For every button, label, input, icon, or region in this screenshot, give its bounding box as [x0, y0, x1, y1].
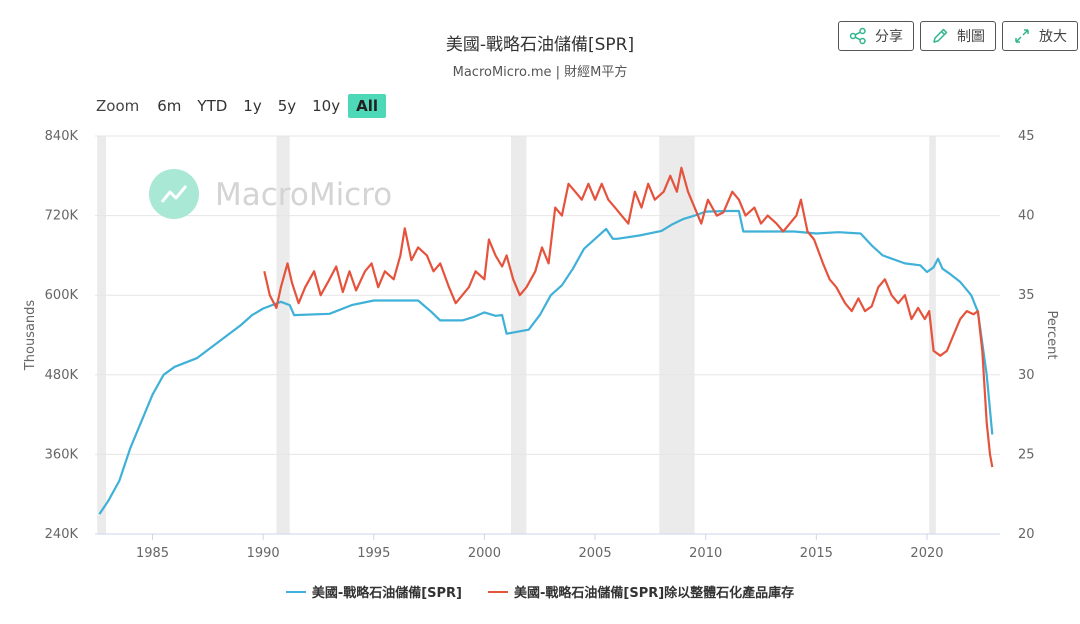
recession-band-1: [276, 136, 290, 534]
y-left-tick-4: 720K: [45, 209, 79, 224]
zoom-5y-button[interactable]: 5y: [277, 97, 297, 115]
share-icon: [849, 27, 866, 45]
watermark-text: MacroMicro: [215, 177, 392, 213]
legend-label-spr: 美國-戰略石油儲備[SPR]: [311, 586, 462, 601]
legend-item-ratio[interactable]: 美國-戰略石油儲備[SPR]除以整體石化產品庫存: [488, 582, 794, 601]
y-left-tick-1: 360K: [45, 447, 79, 462]
y-right-tick-5: 45: [1018, 129, 1035, 144]
legend-swatch-ratio: [488, 590, 508, 593]
x-tick-5: 2010: [689, 546, 722, 561]
y-left-tick-3: 600K: [45, 288, 79, 303]
zoom-ytd-button[interactable]: YTD: [197, 97, 228, 115]
zoom-6m-button[interactable]: 6m: [157, 97, 182, 115]
chart-title: 美國-戰略石油儲備[SPR]: [445, 35, 635, 55]
legend-label-ratio: 美國-戰略石油儲備[SPR]除以整體石化產品庫存: [514, 586, 795, 601]
chart-toolbar: 分享 制圖 放大: [838, 21, 1078, 51]
x-tick-6: 2015: [800, 546, 833, 561]
draw-button[interactable]: 制圖: [920, 21, 996, 51]
chart-area: 240K 360K 480K 600K 720K 840K 20 25 30 35 40 45 1985…: [23, 129, 1059, 561]
zoom-all-button[interactable]: All: [348, 94, 387, 118]
share-label: 分享: [875, 29, 903, 45]
chart-legend: 美國-戰略石油儲備[SPR] 美國-戰略石油儲備[SPR]除以整體石化產品庫存: [0, 582, 1080, 601]
x-tick-1: 1990: [247, 546, 280, 561]
chart-subtitle: MacroMicro.me | 財經M平方: [452, 65, 628, 80]
enlarge-button[interactable]: 放大: [1002, 21, 1078, 51]
y-left-axis-title: Thousands: [23, 300, 38, 372]
recession-band-3: [659, 136, 695, 534]
series-line-0[interactable]: [98, 209, 994, 515]
legend-item-spr[interactable]: 美國-戰略石油儲備[SPR]: [285, 582, 462, 601]
y-left-tick-5: 840K: [45, 129, 79, 144]
draw-label: 制圖: [957, 29, 985, 45]
y-right-axis-title: Percent: [1044, 311, 1059, 360]
y-right-tick-2: 30: [1018, 368, 1035, 383]
expand-icon: [1015, 29, 1029, 43]
zoom-1y-button[interactable]: 1y: [243, 97, 262, 115]
recession-band-0: [97, 136, 107, 534]
y-right-tick-3: 35: [1018, 288, 1035, 303]
y-right-tick-0: 20: [1018, 527, 1035, 542]
watermark-logo-mark: [160, 185, 188, 203]
y-left-tick-2: 480K: [45, 368, 79, 383]
legend-swatch-spr: [285, 590, 306, 593]
y-right-tick-4: 40: [1018, 209, 1035, 224]
x-tick-0: 1985: [136, 546, 169, 561]
y-right-tick-1: 25: [1018, 447, 1035, 462]
x-tick-2: 1995: [357, 546, 390, 561]
share-button[interactable]: 分享: [838, 21, 914, 51]
zoom-selector: Zoom 6m YTD 1y 5y 10y All: [96, 94, 387, 118]
x-tick-4: 2005: [579, 546, 612, 561]
x-tick-3: 2000: [468, 546, 501, 561]
pencil-icon: [933, 28, 948, 43]
enlarge-label: 放大: [1039, 29, 1067, 45]
recession-band-2: [510, 136, 527, 534]
zoom-10y-button[interactable]: 10y: [312, 97, 341, 115]
series-line-1[interactable]: [263, 166, 994, 468]
y-left-tick-0: 240K: [45, 527, 79, 542]
x-tick-7: 2020: [910, 546, 943, 561]
zoom-label: Zoom: [96, 97, 140, 115]
